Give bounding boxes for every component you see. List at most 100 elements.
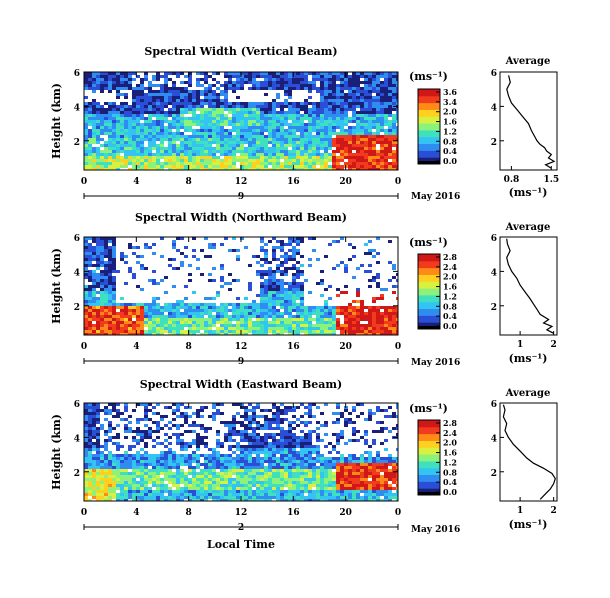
heatmap-cell <box>128 454 132 457</box>
heatmap-cell <box>164 105 168 108</box>
heatmap-cell <box>128 84 132 87</box>
heatmap-cell <box>268 123 272 126</box>
heatmap-cell <box>256 478 260 481</box>
heatmap-cell <box>248 496 252 499</box>
heatmap-cell <box>288 327 292 330</box>
heatmap-cell <box>228 424 232 427</box>
heatmap-cell <box>84 246 88 249</box>
heatmap-cell <box>164 496 168 499</box>
heatmap-cell <box>232 147 236 150</box>
heatmap-cell <box>156 315 160 318</box>
heatmap-cell <box>144 430 148 433</box>
heatmap-cell <box>296 312 300 315</box>
heatmap-cell <box>308 90 312 93</box>
heatmap-cell <box>96 448 100 451</box>
heatmap-cell <box>288 258 292 261</box>
heatmap-cell <box>228 75 232 78</box>
heatmap-cell <box>324 111 328 114</box>
heatmap-cell <box>88 439 92 442</box>
colorbar-segment <box>418 281 440 289</box>
heatmap-cell <box>100 496 104 499</box>
heatmap-cell <box>376 318 380 321</box>
heatmap-cell <box>296 144 300 147</box>
heatmap-cell <box>388 84 392 87</box>
heatmap-cell <box>300 144 304 147</box>
heatmap-cell <box>164 87 168 90</box>
heatmap-cell <box>228 318 232 321</box>
heatmap-cell <box>276 333 280 335</box>
heatmap-cell <box>392 108 396 111</box>
heatmap-cell <box>264 249 268 252</box>
heatmap-cell <box>264 297 268 300</box>
heatmap-cell <box>108 264 112 267</box>
heatmap-cell <box>376 153 380 156</box>
heatmap-cell <box>156 424 160 427</box>
heatmap-cell <box>172 312 176 315</box>
heatmap-cell <box>228 162 232 165</box>
heatmap-cell <box>136 306 140 309</box>
heatmap-cell <box>296 105 300 108</box>
heatmap-cell <box>208 108 212 111</box>
heatmap-cell <box>128 321 132 324</box>
heatmap-cell <box>344 321 348 324</box>
heatmap-cell <box>260 439 264 442</box>
heatmap-cell <box>148 493 152 496</box>
heatmap-cell <box>220 333 224 335</box>
heatmap-cell <box>184 153 188 156</box>
heatmap-cell <box>208 135 212 138</box>
heatmap-cell <box>84 117 88 120</box>
heatmap-cell <box>240 306 244 309</box>
heatmap-cell <box>176 150 180 153</box>
heatmap-cell <box>148 99 152 102</box>
colorbar-segment <box>418 123 440 131</box>
heatmap-cell <box>240 324 244 327</box>
heatmap-cell <box>88 303 92 306</box>
heatmap-cell <box>224 318 228 321</box>
heatmap-cell <box>368 135 372 138</box>
heatmap-cell <box>336 96 340 99</box>
heatmap-cell <box>232 153 236 156</box>
heatmap-cell <box>308 111 312 114</box>
heatmap-cell <box>132 126 136 129</box>
heatmap-cell <box>396 156 398 159</box>
heatmap-cell <box>352 90 356 93</box>
heatmap-cell <box>376 150 380 153</box>
heatmap-cell <box>224 114 228 117</box>
heatmap-cell <box>156 138 160 141</box>
heatmap-cell <box>232 421 236 424</box>
heatmap-cell <box>140 264 144 267</box>
heatmap-cell <box>260 249 264 252</box>
heatmap-cell <box>344 102 348 105</box>
heatmap-cell <box>300 114 304 117</box>
heatmap-cell <box>116 117 120 120</box>
heatmap-cell <box>248 472 252 475</box>
heatmap-cell <box>184 418 188 421</box>
heatmap-cell <box>188 487 192 490</box>
heatmap-cell <box>140 135 144 138</box>
heatmap-cell <box>380 93 384 96</box>
heatmap-cell <box>160 114 164 117</box>
heatmap-cell <box>128 457 132 460</box>
heatmap-cell <box>180 96 184 99</box>
heatmap-cell <box>120 318 124 321</box>
heatmap-cell <box>92 300 96 303</box>
heatmap-cell <box>200 475 204 478</box>
heatmap-cell <box>164 454 168 457</box>
heatmap-cell <box>196 412 200 415</box>
heatmap-cell <box>104 291 108 294</box>
heatmap-cell <box>264 147 268 150</box>
heatmap-cell <box>296 318 300 321</box>
heatmap-cell <box>292 315 296 318</box>
heatmap-cell <box>96 493 100 496</box>
heatmap-cell <box>264 114 268 117</box>
heatmap-cell <box>188 445 192 448</box>
heatmap-cell <box>200 303 204 306</box>
heatmap-cell <box>260 478 264 481</box>
heatmap-cell <box>84 264 88 267</box>
heatmap-cell <box>140 156 144 159</box>
heatmap-cell <box>276 279 280 282</box>
heatmap-cell <box>168 333 172 335</box>
heatmap-cell <box>92 442 96 445</box>
heatmap-cell <box>104 418 108 421</box>
heatmap-cell <box>204 102 208 105</box>
